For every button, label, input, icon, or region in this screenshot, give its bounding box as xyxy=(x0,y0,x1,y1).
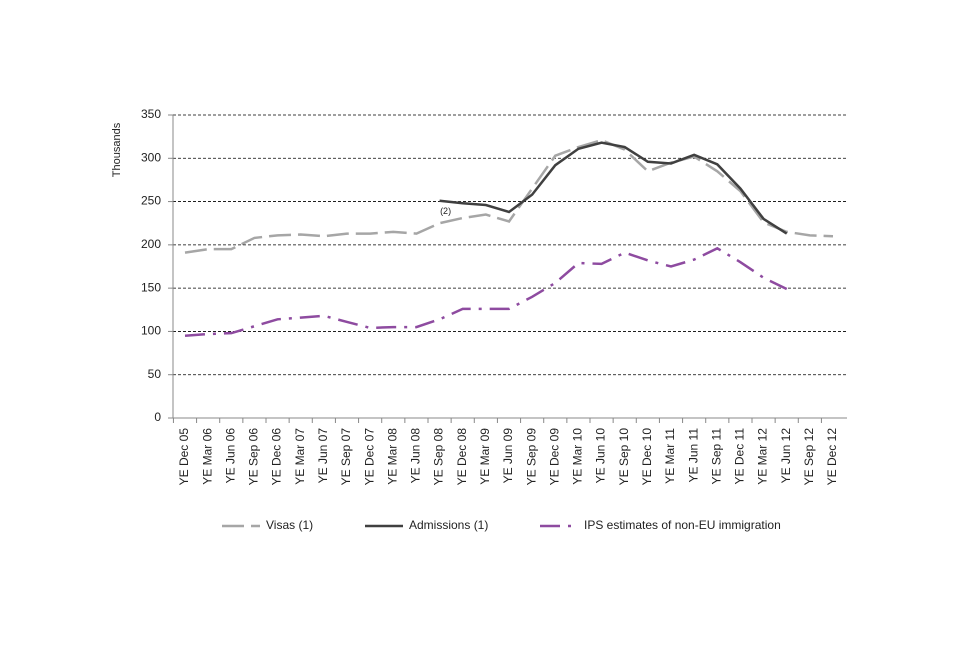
y-tick-label: 150 xyxy=(141,280,161,294)
x-tick-label: YE Mar 10 xyxy=(571,428,585,485)
x-tick-label: YE Mar 08 xyxy=(385,428,399,485)
x-tick-label: YE Jun 07 xyxy=(316,428,330,484)
y-tick-label: 300 xyxy=(141,150,161,164)
x-tick-label: YE Jun 10 xyxy=(594,428,608,484)
x-tick-label: YE Jun 12 xyxy=(779,428,793,484)
x-tick-label: YE Sep 12 xyxy=(802,428,816,486)
x-tick-label: YE Mar 06 xyxy=(200,428,214,485)
series-line xyxy=(439,141,788,235)
x-tick-label: YE Dec 08 xyxy=(455,428,469,486)
x-tick-label: YE Sep 08 xyxy=(432,428,446,486)
y-tick-label: 0 xyxy=(154,410,161,424)
x-tick-label: YE Mar 12 xyxy=(756,428,770,485)
x-tick-label: YE Mar 11 xyxy=(663,428,677,484)
legend-label: Visas (1) xyxy=(266,518,313,532)
x-tick-label: YE Dec 09 xyxy=(547,428,561,486)
x-tick-label: YE Sep 07 xyxy=(339,428,353,486)
y-tick-label: 250 xyxy=(141,194,161,208)
series-line xyxy=(184,138,834,254)
y-tick-label: 350 xyxy=(141,107,161,121)
annotation: (2) xyxy=(440,206,451,216)
x-tick-label: YE Mar 09 xyxy=(478,428,492,485)
x-tick-label: YE Sep 10 xyxy=(617,428,631,486)
x-tick-label: YE Jun 08 xyxy=(409,428,423,484)
x-tick-label: YE Dec 12 xyxy=(825,428,839,486)
x-tick-label: YE Dec 06 xyxy=(270,428,284,486)
x-tick-label: YE Dec 07 xyxy=(362,428,376,486)
x-tick-label: YE Sep 11 xyxy=(709,428,723,485)
x-tick-label: YE Dec 10 xyxy=(640,428,654,486)
y-tick-label: 100 xyxy=(141,324,161,338)
y-axis-label: Thousands xyxy=(111,122,123,177)
y-tick-label: 50 xyxy=(148,367,162,381)
legend-label: IPS estimates of non-EU immigration xyxy=(584,518,781,532)
x-tick-label: YE Jun 11 xyxy=(686,428,700,483)
series-line xyxy=(184,246,788,338)
x-tick-label: YE Mar 07 xyxy=(293,428,307,485)
legend-label: Admissions (1) xyxy=(409,518,488,532)
x-tick-label: YE Jun 06 xyxy=(223,428,237,484)
y-tick-label: 200 xyxy=(141,237,161,251)
x-tick-label: YE Sep 06 xyxy=(247,428,261,486)
x-tick-label: YE Sep 09 xyxy=(524,428,538,486)
x-tick-label: YE Dec 05 xyxy=(177,428,191,486)
x-tick-label: YE Dec 11 xyxy=(733,428,747,485)
x-tick-label: YE Jun 09 xyxy=(501,428,515,484)
